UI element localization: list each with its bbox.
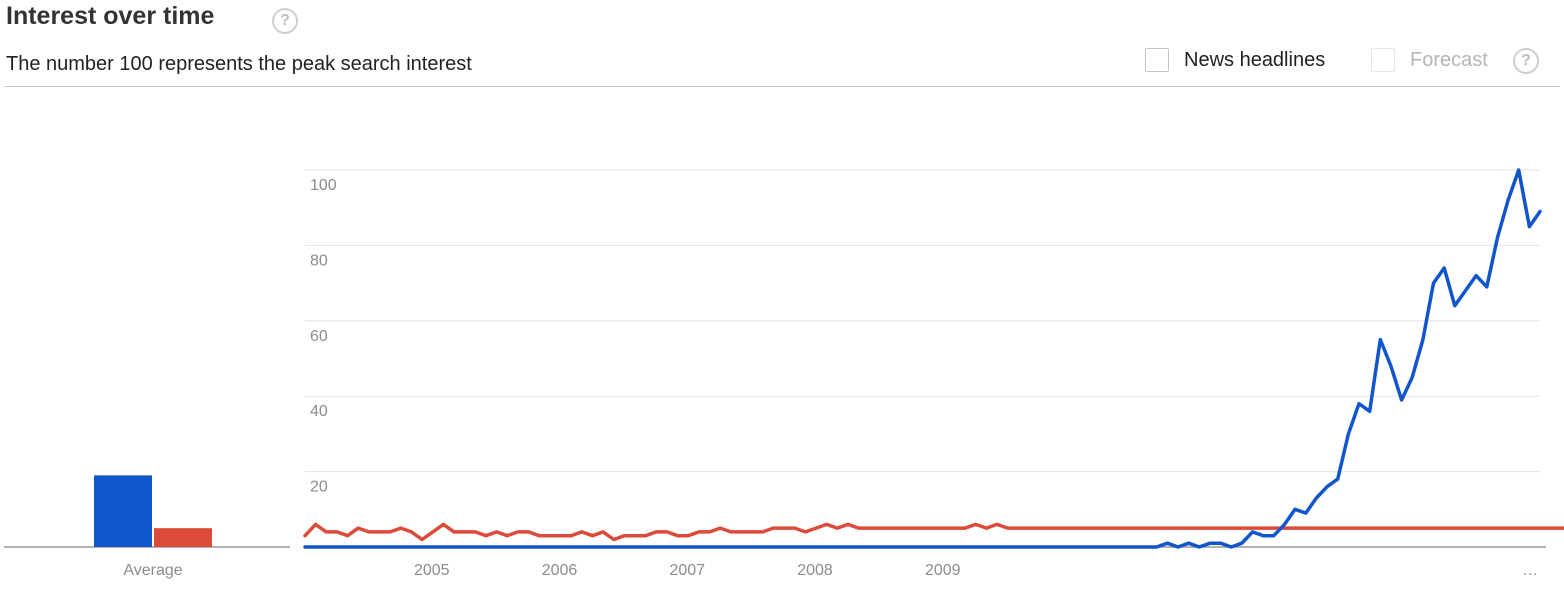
forecast-label[interactable]: Forecast (1410, 49, 1488, 71)
x-tick-label: … (1522, 562, 1538, 579)
x-tick-label: 2009 (925, 562, 961, 579)
x-tick-label: 2005 (414, 562, 450, 579)
help-icon[interactable]: ? (272, 8, 298, 34)
forecast-checkbox[interactable] (1371, 48, 1395, 72)
news-headlines-checkbox[interactable] (1145, 48, 1169, 72)
chart-title: Interest over time (6, 2, 215, 30)
news-headlines-label[interactable]: News headlines (1184, 49, 1326, 71)
x-tick-label: 2006 (542, 562, 578, 579)
y-tick-label: 80 (310, 252, 328, 269)
average-bar (154, 528, 212, 547)
header-divider (4, 86, 1560, 87)
forecast-help-icon[interactable]: ? (1513, 48, 1539, 74)
series-line (303, 522, 1564, 542)
average-label: Average (123, 562, 182, 579)
x-tick-label: 2007 (669, 562, 705, 579)
y-tick-label: 60 (310, 328, 328, 345)
chart-subtitle: The number 100 represents the peak searc… (6, 53, 472, 75)
series-line (303, 168, 1542, 549)
average-bar (94, 475, 152, 547)
x-tick-label: 2008 (797, 562, 833, 579)
y-tick-label: 40 (310, 403, 328, 420)
y-tick-label: 100 (310, 177, 337, 194)
y-tick-label: 20 (310, 479, 328, 496)
